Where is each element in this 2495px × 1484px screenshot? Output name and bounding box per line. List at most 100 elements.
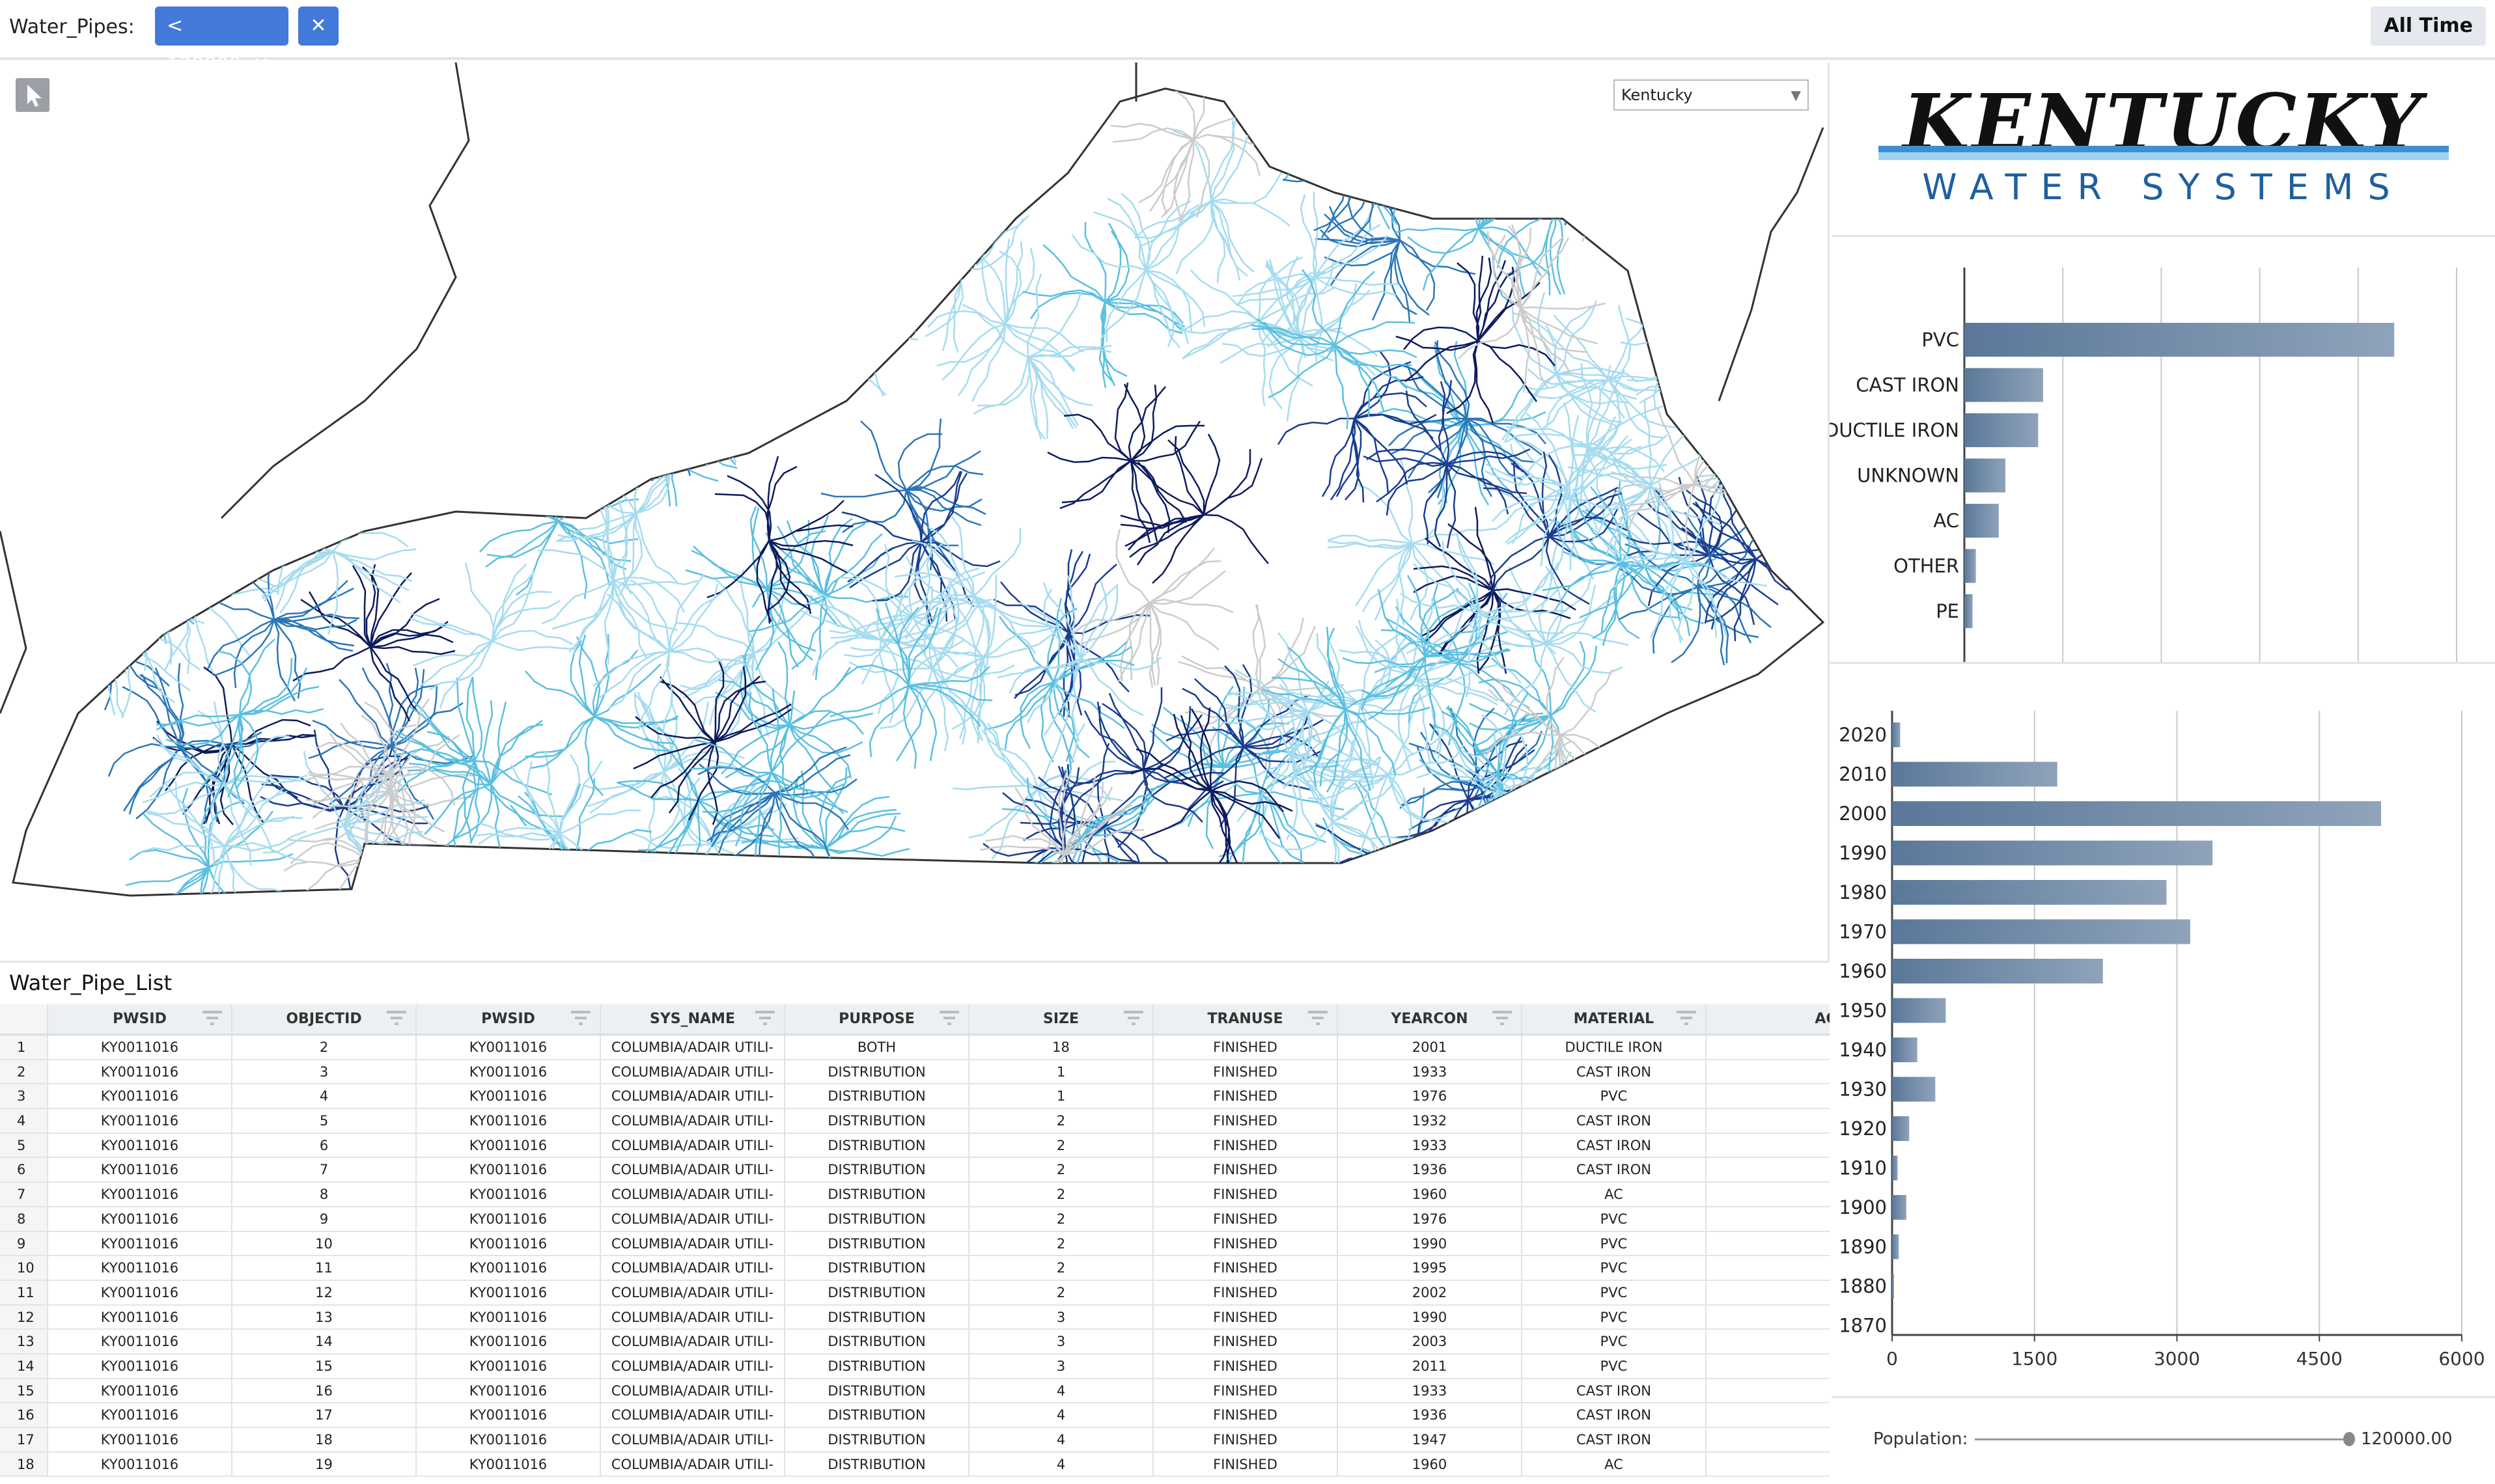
- filter-icon[interactable]: [387, 1011, 406, 1026]
- pipe-cluster: [1110, 89, 1278, 223]
- column-header-objectid[interactable]: OBJECTID: [232, 1004, 417, 1034]
- table-row[interactable]: 11 KY0011016 12 KY0011016 COLUMBIA/ADAIR UTI…: [0, 1280, 1830, 1306]
- row-number: 7: [0, 1183, 48, 1206]
- table-cell: FINISHED: [1154, 1280, 1338, 1304]
- data-table: PWSID OBJECTID PWSID SYS_NAME PURPOSE SIZE TRA…: [0, 1004, 1830, 1477]
- pipe-cluster: [331, 273, 498, 433]
- pipe-cluster: [1342, 575, 1511, 741]
- table-cell: KY0011016: [48, 1060, 232, 1084]
- table-cell: DISTRIBUTION: [785, 1084, 969, 1108]
- select-tool-button[interactable]: [16, 78, 49, 112]
- table-cell: COLUMBIA/ADAIR UTILI-: [601, 1379, 785, 1403]
- filter-icon[interactable]: [940, 1011, 959, 1026]
- pipe-cluster: [1675, 745, 1823, 896]
- pipe-cluster: [690, 688, 848, 857]
- column-header-tranuse[interactable]: TRANUSE: [1154, 1004, 1338, 1034]
- table-cell: COLUMBIA/ADAIR UTILI-: [601, 1231, 785, 1256]
- pipe-network-map[interactable]: [0, 62, 1830, 961]
- column-header-sys_name[interactable]: SYS_NAME: [601, 1004, 785, 1034]
- table-row[interactable]: 3 KY0011016 4 KY0011016 COLUMBIA/ADAIR UTILI…: [0, 1084, 1830, 1110]
- filter-icon[interactable]: [1677, 1011, 1696, 1026]
- bar-1920: [1892, 1116, 1910, 1141]
- material-bar-chart: 03000600090001200015000PVCCAST IRONDUCTI…: [1830, 268, 2457, 662]
- table-row[interactable]: 8 KY0011016 9 KY0011016 COLUMBIA/ADAIR UTILI…: [0, 1207, 1830, 1232]
- table-cell: DISTRIBUTION: [785, 1133, 969, 1157]
- pipe-cluster: [1120, 433, 1269, 584]
- table-row[interactable]: 10 KY0011016 11 KY0011016 COLUMBIA/ADAIR UTI…: [0, 1256, 1830, 1281]
- pipe-cluster: [633, 658, 794, 825]
- column-header-pwsid[interactable]: PWSID: [48, 1004, 232, 1034]
- column-header-yearcon[interactable]: YEARCON: [1338, 1004, 1522, 1034]
- column-header-agency[interactable]: AGENCY: [1707, 1004, 1830, 1034]
- table-row[interactable]: 17 KY0011016 18 KY0011016 COLUMBIA/ADAIR UTI…: [0, 1428, 1830, 1453]
- column-header-size[interactable]: SIZE: [969, 1004, 1154, 1034]
- column-header-purpose[interactable]: PURPOSE: [785, 1004, 969, 1034]
- column-header-label: YEARCON: [1391, 1011, 1468, 1027]
- population-slider-track[interactable]: [1975, 1438, 2347, 1440]
- logo-stripe: [1878, 146, 2449, 152]
- y-category-label: 1980: [1839, 881, 1887, 903]
- row-number: 1: [0, 1036, 48, 1059]
- chevron-down-icon: ▼: [1791, 87, 1801, 103]
- table-cell: PVC: [1522, 1084, 1707, 1108]
- pipe-cluster: [706, 456, 854, 624]
- filter-icon[interactable]: [202, 1011, 222, 1026]
- table-cell: COLUMBIA/ADAIR UTILI-: [601, 1036, 785, 1059]
- filter-chip[interactable]: < 120000✕: [155, 7, 288, 76]
- table-cell: LCADD: [1707, 1158, 1830, 1181]
- table-row[interactable]: 14 KY0011016 15 KY0011016 COLUMBIA/ADAIR UTI…: [0, 1354, 1830, 1379]
- pipe-cluster: [1542, 480, 1700, 646]
- table-row[interactable]: 13 KY0011016 14 KY0011016 COLUMBIA/ADAIR UTI…: [0, 1330, 1830, 1354]
- table-cell: KY0011016: [417, 1280, 601, 1304]
- row-number: 6: [0, 1158, 48, 1182]
- pipe-cluster: [71, 296, 229, 462]
- column-header-pwsid[interactable]: PWSID: [417, 1004, 601, 1034]
- map-view[interactable]: Kentucky ▼: [0, 62, 1830, 961]
- pipe-cluster: [1395, 255, 1555, 424]
- state-dropdown[interactable]: Kentucky ▼: [1613, 79, 1809, 111]
- y-category-label: DUCTILE IRON: [1830, 419, 1959, 441]
- table-cell: KY0011016: [48, 1403, 232, 1427]
- x-tick-label: 4500: [2296, 1348, 2343, 1369]
- row-number: 15: [0, 1379, 48, 1403]
- table-cell: FINISHED: [1154, 1330, 1338, 1353]
- filter-icon[interactable]: [1492, 1011, 1512, 1026]
- table-row[interactable]: 5 KY0011016 6 KY0011016 COLUMBIA/ADAIR UTILI…: [0, 1133, 1830, 1159]
- table-row[interactable]: 15 KY0011016 16 KY0011016 COLUMBIA/ADAIR UTI…: [0, 1379, 1830, 1404]
- pipe-cluster: [609, 171, 775, 338]
- clear-filters-button[interactable]: ✕: [298, 7, 339, 46]
- table-cell: PVC: [1522, 1280, 1707, 1304]
- table-row[interactable]: 4 KY0011016 5 KY0011016 COLUMBIA/ADAIR UTILI…: [0, 1109, 1830, 1134]
- table-row[interactable]: 16 KY0011016 17 KY0011016 COLUMBIA/ADAIR UTI…: [0, 1403, 1830, 1428]
- filter-icon[interactable]: [571, 1011, 591, 1026]
- pipe-cluster: [406, 191, 567, 361]
- table-row[interactable]: 18 KY0011016 19 KY0011016 COLUMBIA/ADAIR UTI…: [0, 1452, 1830, 1477]
- table-cell: DISTRIBUTION: [785, 1379, 969, 1403]
- filter-icon[interactable]: [1308, 1011, 1328, 1026]
- table-cell: 2: [969, 1158, 1154, 1182]
- table-cell: COLUMBIA/ADAIR UTILI-: [601, 1109, 785, 1133]
- table-row[interactable]: 12 KY0011016 13 KY0011016 COLUMBIA/ADAIR UTI…: [0, 1305, 1830, 1330]
- column-header-material[interactable]: MATERIAL: [1522, 1004, 1707, 1034]
- y-category-label: PE: [1936, 600, 1959, 622]
- x-tick-label: 0: [1886, 1348, 1898, 1369]
- filter-icon[interactable]: [755, 1011, 775, 1026]
- table-row[interactable]: 1 KY0011016 2 KY0011016 COLUMBIA/ADAIR UTILI…: [0, 1036, 1830, 1060]
- table-cell: 5: [232, 1109, 417, 1133]
- time-range-button[interactable]: All Time: [2371, 7, 2486, 46]
- population-slider-handle[interactable]: [2343, 1432, 2355, 1446]
- y-category-label: 1970: [1839, 921, 1887, 943]
- table-row[interactable]: 2 KY0011016 3 KY0011016 COLUMBIA/ADAIR UTILI…: [0, 1060, 1830, 1085]
- bar-pvc: [1964, 323, 2395, 357]
- table-cell: 18: [232, 1428, 417, 1451]
- table-cell: KY0011016: [48, 1354, 232, 1378]
- table-row[interactable]: 9 KY0011016 10 KY0011016 COLUMBIA/ADAIR UTIL…: [0, 1231, 1830, 1257]
- table-row[interactable]: 7 KY0011016 8 KY0011016 COLUMBIA/ADAIR UTILI…: [0, 1183, 1830, 1207]
- table-row[interactable]: 6 KY0011016 7 KY0011016 COLUMBIA/ADAIR UTILI…: [0, 1158, 1830, 1183]
- table-cell: KY0011016: [48, 1428, 232, 1451]
- table-cell: KY0011016: [48, 1379, 232, 1403]
- table-cell: 17: [232, 1403, 417, 1427]
- table-cell: 12: [232, 1280, 417, 1304]
- pipe-cluster: [592, 243, 760, 376]
- filter-icon[interactable]: [1124, 1011, 1143, 1026]
